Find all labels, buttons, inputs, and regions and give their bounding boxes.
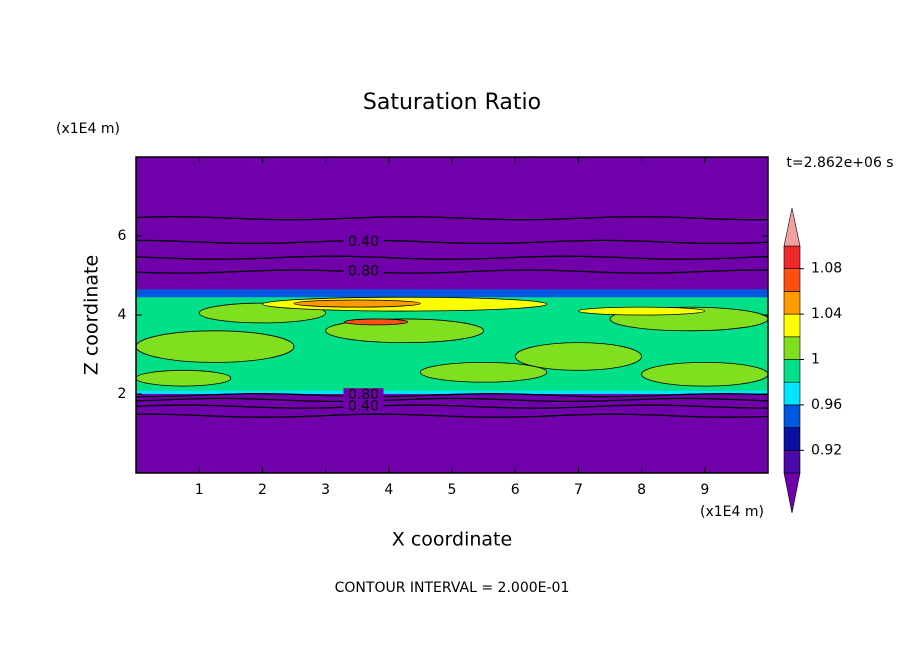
contour-label: 0.80: [348, 387, 379, 403]
x-tick-label: 2: [258, 482, 267, 498]
x-tick-label: 8: [637, 482, 646, 498]
x-tick-label: 5: [448, 482, 457, 498]
contour-label-bg: [343, 388, 384, 403]
colorbar-under: [783, 472, 801, 514]
y-tick-label: 6: [118, 228, 127, 244]
fill-region: [136, 330, 295, 363]
fill-region: [136, 369, 232, 387]
x-tick-label: 7: [574, 482, 583, 498]
colorbar-box: [783, 291, 801, 315]
colorbar-tick-label: 1.08: [811, 261, 842, 277]
contour-label-bg: [343, 264, 384, 279]
colorbar-tick-label: 0.96: [811, 397, 842, 413]
y-tick-label: 2: [118, 386, 127, 402]
colorbar-tick-label: 1: [811, 352, 820, 368]
colorbar-box: [783, 268, 801, 292]
x-tick-label: 3: [321, 482, 330, 498]
x-tick-label: 4: [384, 482, 393, 498]
x-tick-label: 9: [700, 482, 709, 498]
contour-line: [136, 239, 768, 245]
colorbar-tick-label: 0.92: [811, 442, 842, 458]
colorbar-box: [783, 359, 801, 383]
x-tick-label: 6: [511, 482, 520, 498]
y-axis-label: Z coordinate: [81, 255, 103, 375]
contour-line: [136, 404, 768, 409]
colorbar-box: [783, 336, 801, 360]
contour-label: 0.40: [348, 234, 379, 250]
fill-region: [136, 390, 768, 394]
footer-note: CONTOUR INTERVAL = 2.000E-01: [335, 580, 570, 596]
fill-region: [514, 342, 643, 371]
x-axis-label: X coordinate: [392, 529, 512, 551]
contour-line: [136, 216, 768, 221]
plot-area: 0.400.800.800.40: [136, 157, 768, 473]
colorbar-box: [783, 313, 801, 338]
x-tick-label: 1: [195, 482, 204, 498]
contour-line: [136, 269, 768, 274]
contour-label: 0.80: [348, 264, 379, 280]
fill-region: [293, 299, 421, 308]
colorbar-box: [783, 381, 801, 406]
contour-label-bg: [343, 399, 384, 414]
colorbar-box: [783, 427, 801, 451]
colorbar-over: [783, 207, 801, 247]
fill-region: [136, 289, 768, 298]
fill-region: [577, 306, 706, 316]
fill-region: [419, 361, 548, 383]
contour-label-bg: [343, 234, 384, 249]
colorbar-box: [783, 404, 801, 428]
colorbar-box: [783, 449, 801, 474]
fill-region: [641, 362, 768, 387]
contour-line: [136, 255, 768, 260]
time-label: t=2.862e+06 s: [786, 155, 893, 171]
contour-label: 0.40: [348, 399, 379, 415]
contour-line: [136, 393, 768, 398]
y-unit: (x1E4 m): [56, 121, 120, 137]
fill-region: [344, 318, 409, 326]
overlay: 1 2 3 4 5 6 7 8 9 2 4 6 0.92 0.96 1 1.04 1.08: [118, 156, 842, 514]
contour-line: [136, 413, 768, 418]
x-unit: (x1E4 m): [700, 504, 764, 520]
colorbar-box: [783, 245, 801, 270]
colorbar-tick-label: 1.04: [811, 306, 842, 322]
chart-title: Saturation Ratio: [363, 90, 541, 115]
y-tick-label: 4: [118, 307, 127, 323]
contour-line: [136, 397, 768, 403]
